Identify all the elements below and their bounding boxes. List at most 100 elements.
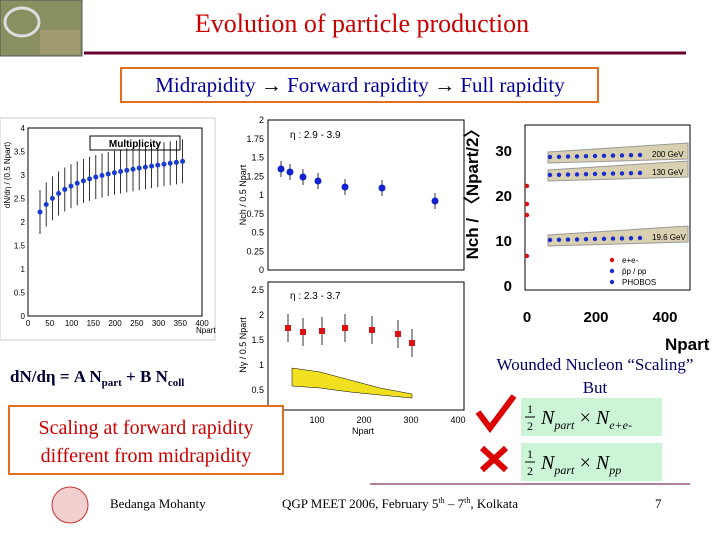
tick-label: 100 (309, 415, 324, 425)
formula-part: N (540, 452, 556, 474)
middle-bottom-frame (267, 281, 465, 411)
event-part: QGP MEET 2006, February 5 (282, 496, 438, 511)
event-part: , Kolkata (470, 496, 518, 511)
middle-top-frame (267, 119, 465, 271)
marker (610, 171, 616, 176)
check-mark (475, 394, 517, 433)
marker (87, 176, 93, 182)
formula-part: N (595, 407, 611, 429)
energy-label: 130 GeV (652, 168, 684, 177)
marker (111, 170, 117, 176)
tick-label: 2.5 (251, 285, 264, 295)
legend-marker (609, 268, 615, 274)
marker (601, 153, 607, 158)
formula-part: dN/dη = A N (10, 367, 102, 386)
arrow: → (261, 73, 282, 97)
scaling-box (8, 405, 284, 475)
marker (628, 153, 634, 158)
marker (341, 183, 349, 191)
marker (565, 154, 571, 159)
marker (524, 253, 530, 259)
event-sup: th (438, 496, 444, 505)
marker (80, 178, 86, 184)
tick-label: 0 (504, 278, 512, 295)
marker (118, 168, 124, 174)
marker (547, 172, 553, 178)
marker (556, 237, 562, 242)
marker (619, 236, 625, 241)
marker (124, 167, 130, 173)
tick-label: 0.25 (246, 246, 264, 256)
right-plot-y-label: Nch / 〈Npart/2〉 (462, 121, 482, 260)
tick-label: 0.5 (251, 228, 264, 238)
marker (565, 172, 571, 177)
marker (524, 201, 530, 207)
marker (547, 154, 553, 160)
marker (155, 162, 161, 168)
formula-part: N (595, 452, 611, 474)
energy-label: 200 GeV (652, 150, 684, 159)
subtitle: Midrapidity → Forward rapidity → Full ra… (155, 73, 565, 97)
middle-top-y-label: Nch / 0.5 Npart (238, 164, 248, 225)
subtitle-part: Midrapidity (155, 73, 256, 97)
left-plot (0, 117, 216, 341)
formula-part: part (553, 418, 575, 432)
marker (136, 165, 142, 171)
formula-box (521, 443, 662, 481)
marker (395, 331, 401, 337)
legend-label: p̄p / pp (622, 267, 647, 276)
marker (601, 236, 607, 241)
footer-event: QGP MEET 2006, February 5th – 7th, Kolka… (282, 496, 518, 511)
tick-label: 0 (21, 312, 26, 321)
legend-marker (609, 257, 615, 263)
marker (574, 237, 580, 242)
marker (369, 327, 375, 333)
marker (592, 171, 598, 177)
formula-part: e+e- (609, 418, 632, 432)
tick-label: 3.5 (14, 148, 26, 157)
band (547, 160, 689, 182)
tick-label: 300 (152, 319, 166, 328)
tick-label: 200 (356, 415, 371, 425)
formula-sub: part (102, 377, 123, 389)
marker (149, 163, 155, 169)
marker (299, 173, 307, 181)
marker (378, 184, 386, 192)
tick-label: 4 (21, 124, 26, 133)
middle-bottom-label: η : 2.3 - 3.7 (290, 291, 341, 302)
middle-x-label: Npart (352, 426, 375, 436)
tick-label: 350 (174, 319, 188, 328)
marker (547, 237, 553, 243)
page-number: 7 (655, 496, 662, 511)
marker (628, 171, 634, 176)
tick-label: 1 (259, 360, 264, 370)
tick-label: 2 (259, 310, 264, 320)
marker (49, 195, 55, 201)
event-sup: th (464, 496, 470, 505)
tick-label: 30 (495, 143, 512, 160)
title: Evolution of particle production (195, 9, 529, 38)
marker (93, 174, 99, 180)
marker (574, 154, 580, 159)
photo-ring (3, 6, 41, 38)
marker (130, 166, 136, 172)
tick-label: 250 (130, 319, 144, 328)
tick-label: 1.5 (251, 335, 264, 345)
tick-label: 2 (21, 218, 26, 227)
photo-field (40, 30, 80, 54)
marker (431, 197, 439, 205)
fraction-num: 1 (527, 402, 533, 416)
band (547, 142, 689, 164)
tick-label: 1.25 (246, 171, 264, 181)
middle-plot (238, 118, 470, 426)
fraction-num: 1 (527, 447, 533, 461)
marker (286, 168, 294, 176)
marker (68, 183, 74, 189)
tick-label: 20 (495, 188, 512, 205)
marker (565, 237, 571, 242)
marker (601, 171, 607, 176)
tick-label: 200 (108, 319, 122, 328)
tick-label: 0.5 (14, 289, 26, 298)
marker (592, 236, 598, 242)
